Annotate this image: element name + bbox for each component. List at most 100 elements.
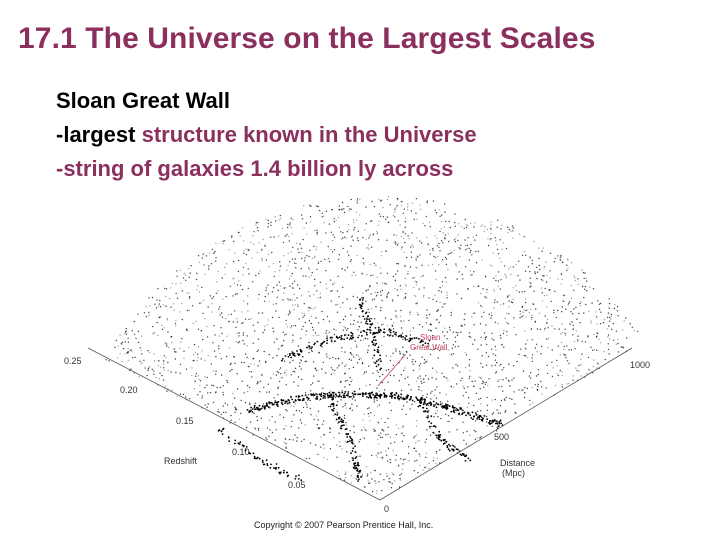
galaxy-dot: [435, 451, 438, 453]
galaxy-dot: [554, 290, 556, 293]
galaxy-dot: [357, 329, 359, 331]
galaxy-dot: [504, 273, 506, 276]
galaxy-dot: [577, 339, 579, 341]
filament-dot: [300, 479, 303, 482]
galaxy-dot: [512, 266, 515, 268]
galaxy-dot: [367, 244, 370, 246]
galaxy-dot: [328, 427, 331, 429]
galaxy-dot: [397, 220, 399, 222]
galaxy-dot: [596, 349, 598, 351]
filament-dot: [345, 394, 348, 397]
galaxy-dot: [209, 252, 211, 254]
galaxy-dot: [617, 338, 619, 340]
galaxy-dot: [536, 271, 539, 273]
galaxy-dot: [376, 276, 378, 278]
galaxy-dot: [339, 381, 342, 383]
galaxy-dot: [335, 329, 337, 331]
galaxy-dot: [529, 404, 531, 406]
galaxy-dot: [537, 385, 539, 388]
filament-dot: [304, 394, 307, 396]
galaxy-dot: [399, 474, 401, 476]
galaxy-dot: [264, 244, 266, 246]
galaxy-dot: [421, 264, 423, 266]
filament-dot: [491, 422, 493, 424]
galaxy-dot: [480, 292, 482, 295]
galaxy-dot: [397, 464, 400, 466]
galaxy-dot: [125, 330, 127, 332]
filament-dot: [357, 336, 359, 339]
galaxy-dot: [401, 246, 403, 248]
galaxy-dot: [482, 288, 484, 290]
galaxy-dot: [486, 409, 488, 411]
galaxy-dot: [210, 363, 212, 365]
galaxy-dot: [238, 341, 241, 343]
galaxy-dot: [349, 260, 352, 263]
filament-dot: [234, 439, 237, 442]
galaxy-dot: [320, 446, 322, 448]
filament-dot: [272, 467, 275, 469]
filament-dot: [284, 402, 286, 405]
galaxy-dot: [613, 307, 616, 310]
galaxy-dot: [596, 367, 598, 369]
galaxy-dot: [326, 335, 328, 337]
galaxy-dot: [475, 431, 477, 433]
galaxy-dot: [468, 332, 471, 334]
galaxy-dot: [497, 280, 499, 282]
galaxy-dot: [175, 351, 177, 353]
galaxy-dot: [477, 410, 479, 412]
filament-dot: [357, 480, 359, 482]
galaxy-dot: [333, 333, 336, 336]
galaxy-dot: [139, 360, 141, 362]
galaxy-dot: [271, 251, 273, 254]
galaxy-dot: [524, 330, 526, 332]
galaxy-dot: [292, 246, 294, 249]
galaxy-dot: [285, 447, 287, 449]
galaxy-dot: [502, 332, 505, 335]
galaxy-dot: [246, 426, 248, 429]
galaxy-dot: [316, 233, 318, 235]
galaxy-dot: [345, 421, 347, 424]
galaxy-dot: [570, 261, 573, 264]
galaxy-dot: [143, 359, 145, 361]
filament-dot: [391, 391, 393, 394]
galaxy-dot: [505, 312, 508, 315]
galaxy-dot: [260, 248, 263, 250]
galaxy-dot: [225, 317, 227, 320]
galaxy-dot: [480, 344, 482, 346]
galaxy-dot: [544, 329, 546, 331]
galaxy-dot: [284, 437, 286, 440]
galaxy-dot: [443, 303, 445, 305]
galaxy-dot: [408, 446, 410, 448]
galaxy-dot: [414, 347, 416, 350]
galaxy-dot: [425, 416, 427, 418]
galaxy-dot: [500, 363, 502, 366]
galaxy-dot: [126, 351, 128, 354]
galaxy-dot: [427, 404, 429, 407]
galaxy-dot: [366, 273, 368, 276]
galaxy-dot: [480, 362, 482, 364]
galaxy-dot: [312, 329, 315, 331]
galaxy-dot: [434, 270, 437, 272]
galaxy-dot: [518, 291, 520, 293]
galaxy-dot: [365, 466, 367, 468]
filament-dot: [380, 367, 382, 370]
galaxy-dot: [445, 263, 448, 266]
galaxy-dot: [285, 323, 287, 325]
filament-dot: [347, 391, 350, 393]
galaxy-dot: [305, 457, 307, 460]
galaxy-dot: [167, 369, 169, 372]
galaxy-dot: [617, 342, 619, 345]
galaxy-dot: [207, 403, 209, 405]
galaxy-dot: [349, 307, 351, 310]
filament-dot: [449, 445, 451, 447]
filament-dot: [326, 342, 328, 344]
galaxy-dot: [211, 303, 213, 305]
galaxy-dot: [578, 364, 580, 367]
galaxy-dot: [252, 324, 254, 326]
galaxy-dot: [466, 247, 468, 250]
galaxy-dot: [243, 250, 245, 252]
galaxy-dot: [603, 318, 606, 321]
filament-dot: [445, 408, 448, 410]
filament-dot: [379, 358, 381, 360]
galaxy-dot: [348, 210, 350, 212]
